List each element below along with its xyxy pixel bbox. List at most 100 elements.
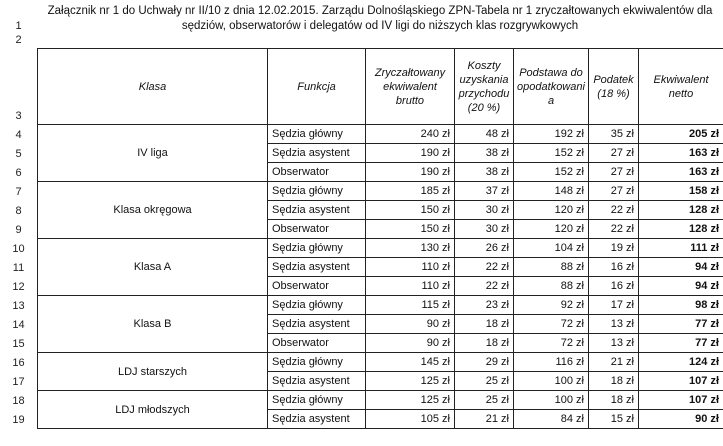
row-number[interactable]: 17 [12,376,25,388]
podstawa-cell[interactable]: 120 zł [513,219,589,239]
klasa-cell[interactable]: Klasa A [37,238,268,296]
row-number[interactable]: 10 [12,243,25,255]
klasa-cell[interactable]: LDJ młodszych [37,390,268,429]
netto-cell[interactable]: 111 zł [638,238,723,258]
netto-cell[interactable]: 128 zł [638,200,723,220]
koszty-cell[interactable]: 25 zł [454,371,514,391]
koszty-cell[interactable]: 26 zł [454,238,514,258]
podstawa-cell[interactable]: 116 zł [513,352,589,372]
funkcja-cell[interactable]: Sędzia główny [267,238,366,258]
funkcja-cell[interactable]: Sędzia główny [267,352,366,372]
row-number[interactable]: 19 [12,414,25,426]
koszty-cell[interactable]: 25 zł [454,390,514,410]
netto-cell[interactable]: 107 zł [638,390,723,410]
podstawa-cell[interactable]: 84 zł [513,409,589,429]
klasa-cell[interactable]: LDJ starszych [37,352,268,391]
row-number[interactable]: 11 [12,262,25,274]
brutto-cell[interactable]: 90 zł [365,333,455,353]
row-number[interactable]: 4 [15,129,22,141]
podatek-cell[interactable]: 22 zł [588,200,639,220]
podatek-cell[interactable]: 17 zł [588,295,639,315]
podstawa-cell[interactable]: 72 zł [513,333,589,353]
brutto-cell[interactable]: 110 zł [365,276,455,296]
netto-cell[interactable]: 94 zł [638,257,723,277]
funkcja-cell[interactable]: Sędzia główny [267,181,366,201]
netto-cell[interactable]: 128 zł [638,219,723,239]
koszty-cell[interactable]: 23 zł [454,295,514,315]
podatek-cell[interactable]: 18 zł [588,390,639,410]
brutto-cell[interactable]: 115 zł [365,295,455,315]
brutto-cell[interactable]: 145 zł [365,352,455,372]
koszty-cell[interactable]: 30 zł [454,219,514,239]
netto-cell[interactable]: 163 zł [638,143,723,163]
koszty-cell[interactable]: 38 zł [454,162,514,182]
podstawa-cell[interactable]: 88 zł [513,257,589,277]
netto-cell[interactable]: 158 zł [638,181,723,201]
brutto-cell[interactable]: 150 zł [365,219,455,239]
row-number[interactable]: 2 [15,34,22,46]
koszty-cell[interactable]: 22 zł [454,276,514,296]
podatek-cell[interactable]: 35 zł [588,124,639,144]
klasa-cell[interactable]: Klasa B [37,295,268,353]
row-number[interactable]: 5 [15,148,22,160]
koszty-cell[interactable]: 37 zł [454,181,514,201]
funkcja-cell[interactable]: Sędzia główny [267,390,366,410]
funkcja-cell[interactable]: Obserwator [267,276,366,296]
row-number[interactable]: 3 [15,110,22,122]
brutto-cell[interactable]: 240 zł [365,124,455,144]
klasa-cell[interactable]: IV liga [37,124,268,182]
podstawa-cell[interactable]: 148 zł [513,181,589,201]
funkcja-cell[interactable]: Sędzia asystent [267,371,366,391]
funkcja-cell[interactable]: Sędzia główny [267,295,366,315]
podatek-cell[interactable]: 27 zł [588,181,639,201]
brutto-cell[interactable]: 90 zł [365,314,455,334]
podstawa-cell[interactable]: 92 zł [513,295,589,315]
brutto-cell[interactable]: 125 zł [365,390,455,410]
netto-cell[interactable]: 107 zł [638,371,723,391]
brutto-cell[interactable]: 150 zł [365,200,455,220]
podatek-cell[interactable]: 16 zł [588,276,639,296]
row-number[interactable]: 14 [12,319,25,331]
row-number[interactable]: 1 [15,20,22,32]
klasa-cell[interactable]: Klasa okręgowa [37,181,268,239]
row-number[interactable]: 16 [12,357,25,369]
koszty-cell[interactable]: 18 zł [454,314,514,334]
koszty-cell[interactable]: 48 zł [454,124,514,144]
netto-cell[interactable]: 124 zł [638,352,723,372]
podatek-cell[interactable]: 27 zł [588,162,639,182]
row-number[interactable]: 6 [15,167,22,179]
brutto-cell[interactable]: 190 zł [365,143,455,163]
row-number[interactable]: 12 [12,281,25,293]
koszty-cell[interactable]: 22 zł [454,257,514,277]
row-number[interactable]: 7 [15,186,22,198]
funkcja-cell[interactable]: Obserwator [267,162,366,182]
podatek-cell[interactable]: 15 zł [588,409,639,429]
funkcja-cell[interactable]: Sędzia asystent [267,409,366,429]
funkcja-cell[interactable]: Sędzia asystent [267,257,366,277]
podstawa-cell[interactable]: 104 zł [513,238,589,258]
funkcja-cell[interactable]: Sędzia asystent [267,200,366,220]
row-number[interactable]: 18 [12,395,25,407]
podstawa-cell[interactable]: 120 zł [513,200,589,220]
netto-cell[interactable]: 98 zł [638,295,723,315]
podatek-cell[interactable]: 22 zł [588,219,639,239]
row-number[interactable]: 13 [12,300,25,312]
funkcja-cell[interactable]: Obserwator [267,219,366,239]
netto-cell[interactable]: 205 zł [638,124,723,144]
podstawa-cell[interactable]: 72 zł [513,314,589,334]
podatek-cell[interactable]: 13 zł [588,314,639,334]
funkcja-cell[interactable]: Sędzia asystent [267,314,366,334]
netto-cell[interactable]: 77 zł [638,333,723,353]
netto-cell[interactable]: 90 zł [638,409,723,429]
row-number[interactable]: 8 [15,205,22,217]
koszty-cell[interactable]: 38 zł [454,143,514,163]
brutto-cell[interactable]: 190 zł [365,162,455,182]
funkcja-cell[interactable]: Sędzia asystent [267,143,366,163]
podstawa-cell[interactable]: 88 zł [513,276,589,296]
podatek-cell[interactable]: 21 zł [588,352,639,372]
podstawa-cell[interactable]: 100 zł [513,371,589,391]
funkcja-cell[interactable]: Sędzia główny [267,124,366,144]
podstawa-cell[interactable]: 100 zł [513,390,589,410]
brutto-cell[interactable]: 130 zł [365,238,455,258]
brutto-cell[interactable]: 185 zł [365,181,455,201]
